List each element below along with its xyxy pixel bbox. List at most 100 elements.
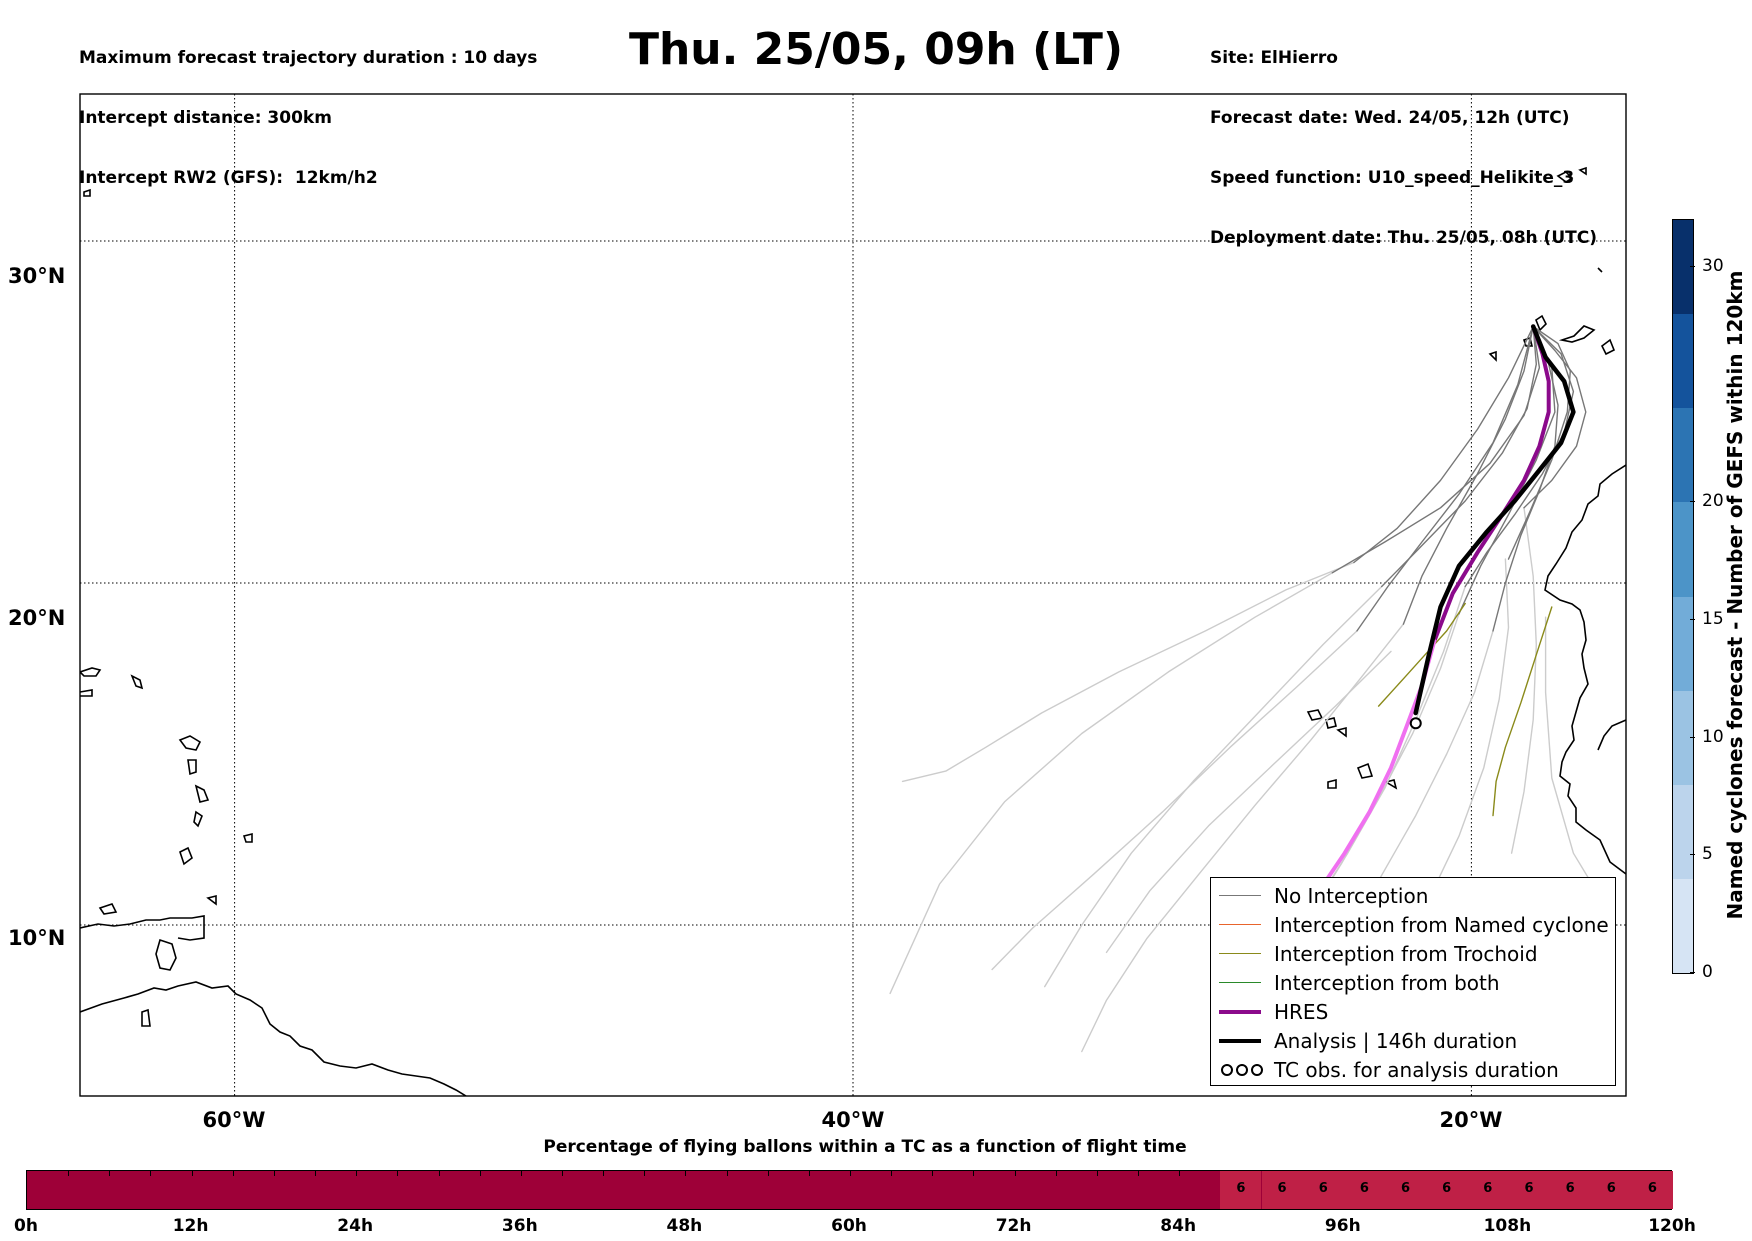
coastlines — [80, 166, 1626, 1096]
percentage-bar-segment — [1590, 1171, 1632, 1209]
island — [98, 903, 118, 915]
colorbar-tick-mark — [1690, 972, 1695, 973]
percentage-value-label: 6 — [1647, 1181, 1657, 1196]
header-left-line: Intercept RW2 (GFS): 12km/h2 — [79, 168, 378, 188]
island — [206, 894, 217, 906]
ensemble-trajectory — [1510, 507, 1538, 854]
percentage-value-label: 6 — [1359, 1181, 1369, 1196]
legend-label: Interception from both — [1274, 971, 1500, 995]
percentage-bar-tick-mark — [973, 1171, 975, 1176]
percentage-bar-tick-mark — [561, 1171, 563, 1176]
island — [1597, 267, 1603, 273]
canary-island — [1558, 325, 1596, 343]
ensemble-trajectory — [991, 630, 1358, 971]
colorbar-segment — [1673, 502, 1693, 597]
legend-entry: HRES — [1211, 997, 1615, 1026]
ensemble-trajectory — [901, 561, 1355, 783]
percentage-bar-tick-mark — [1014, 1171, 1016, 1176]
percentage-bar-segment — [1384, 1171, 1427, 1209]
ensemble-trajectory — [1492, 325, 1559, 632]
colorbar-tick-mark — [1690, 619, 1695, 621]
percentage-bar-tick-mark — [479, 1171, 481, 1176]
header-right-line: Deployment date: Thu. 25/05, 08h (UTC) — [1210, 228, 1597, 248]
percentage-bar-tick-mark — [109, 1171, 111, 1176]
south-america-coastline — [80, 981, 467, 1096]
island — [242, 832, 253, 843]
percentage-bar-tick-label: 84h — [1160, 1216, 1197, 1236]
colorbar-segment — [1673, 878, 1693, 973]
legend-entry: Interception from Trochoid — [1211, 939, 1615, 968]
colorbar-segment — [1673, 784, 1693, 879]
colorbar-tick-label: 30 — [1702, 256, 1724, 277]
colorbar-segment — [1673, 596, 1693, 691]
ensemble-trajectory — [1523, 325, 1587, 509]
x-tick-label: 40°W — [821, 1108, 885, 1132]
percentage-bar-tick-mark — [232, 1171, 234, 1176]
tc-obs-marker — [1409, 717, 1422, 730]
x-tick-label: 20°W — [1439, 1108, 1503, 1132]
percentage-bar-segment — [1261, 1171, 1303, 1209]
percentage-bar-tick-mark — [273, 1171, 275, 1176]
puerto-rico-island — [80, 667, 102, 677]
percentage-bar-tick-label: 24h — [337, 1216, 374, 1236]
legend-entry: Interception from Named cyclone — [1211, 910, 1615, 939]
percentage-bar-tick-mark — [1179, 1171, 1181, 1176]
percentage-bar-tick-mark — [315, 1171, 317, 1176]
caribbean-coast — [80, 915, 205, 941]
header-right-line: Speed function: U10_speed_Helikite_3 — [1210, 168, 1575, 188]
percentage-bar-tick-mark — [1138, 1171, 1140, 1176]
percentage-bar-tick-label: 72h — [995, 1216, 1032, 1236]
trinidad-island — [155, 938, 177, 971]
island — [179, 846, 193, 866]
cape-verde-island — [1306, 709, 1324, 721]
percentage-bar-tick-mark — [726, 1171, 728, 1176]
colorbar-tick-label: 20 — [1702, 491, 1724, 512]
colorbar-segment — [1673, 408, 1693, 503]
percentage-value-label: 6 — [1606, 1181, 1616, 1196]
header-right-info: Site: ElHierro Forecast date: Wed. 24/05… — [1210, 8, 1597, 268]
colorbar-label: Named cyclones forecast - Number of GEFS… — [1723, 270, 1747, 920]
ensemble-trajectory — [1402, 325, 1534, 625]
cape-verde-island — [1356, 762, 1374, 779]
percentage-bar-tick-mark — [191, 1171, 193, 1176]
island — [187, 759, 197, 776]
percentage-value-label: 6 — [1318, 1181, 1328, 1196]
ensemble-trajectory — [1105, 650, 1392, 954]
percentage-bar-tick-mark — [644, 1171, 646, 1176]
cape-verde-island — [1383, 779, 1398, 790]
legend-label: TC obs. for analysis duration — [1274, 1058, 1559, 1082]
colorbar-tick-mark — [1690, 266, 1695, 268]
tc-symbol-icon — [1221, 1064, 1263, 1076]
percentage-bar-tick-mark — [891, 1171, 893, 1176]
colorbar-tick-label: 0 — [1702, 962, 1713, 982]
page-title: Thu. 25/05, 09h (LT) — [628, 24, 1124, 75]
percentage-bar-tick-label: 60h — [831, 1216, 867, 1236]
colorbar-tick-label: 5 — [1702, 844, 1713, 865]
colorbar-segment — [1673, 314, 1693, 409]
legend-label: No Interception — [1274, 884, 1429, 908]
percentage-bar-segment — [1302, 1171, 1344, 1209]
percentage-bar-segment — [1467, 1171, 1509, 1209]
percentage-bar-tick-mark — [808, 1171, 810, 1176]
africa-coastline — [1544, 464, 1626, 875]
legend-swatch — [1219, 1039, 1261, 1043]
percentage-bar-tick-label: 0h — [14, 1216, 38, 1236]
percentage-bar-segment — [1426, 1171, 1468, 1209]
ensemble-trajectory — [889, 572, 1334, 995]
legend-swatch — [1219, 895, 1261, 896]
percentage-bar-tick-label: 96h — [1324, 1216, 1361, 1236]
colorbar — [1672, 219, 1694, 974]
colorbar-tick-mark — [1690, 736, 1695, 738]
legend-label: Analysis | 146h duration — [1274, 1029, 1518, 1053]
percentage-bar-tick-mark — [767, 1171, 769, 1176]
cape-verde-island — [1325, 717, 1337, 729]
legend: No Interception Interception from Named … — [1210, 877, 1616, 1086]
legend-swatch — [1219, 1010, 1261, 1014]
percentage-bar-tick-mark — [932, 1171, 934, 1176]
percentage-bar-tick-mark — [603, 1171, 605, 1176]
canary-island — [1535, 314, 1547, 332]
percentage-bar-tick-mark — [1096, 1171, 1098, 1176]
island — [194, 784, 210, 803]
percentage-bar-tick-mark — [438, 1171, 440, 1176]
